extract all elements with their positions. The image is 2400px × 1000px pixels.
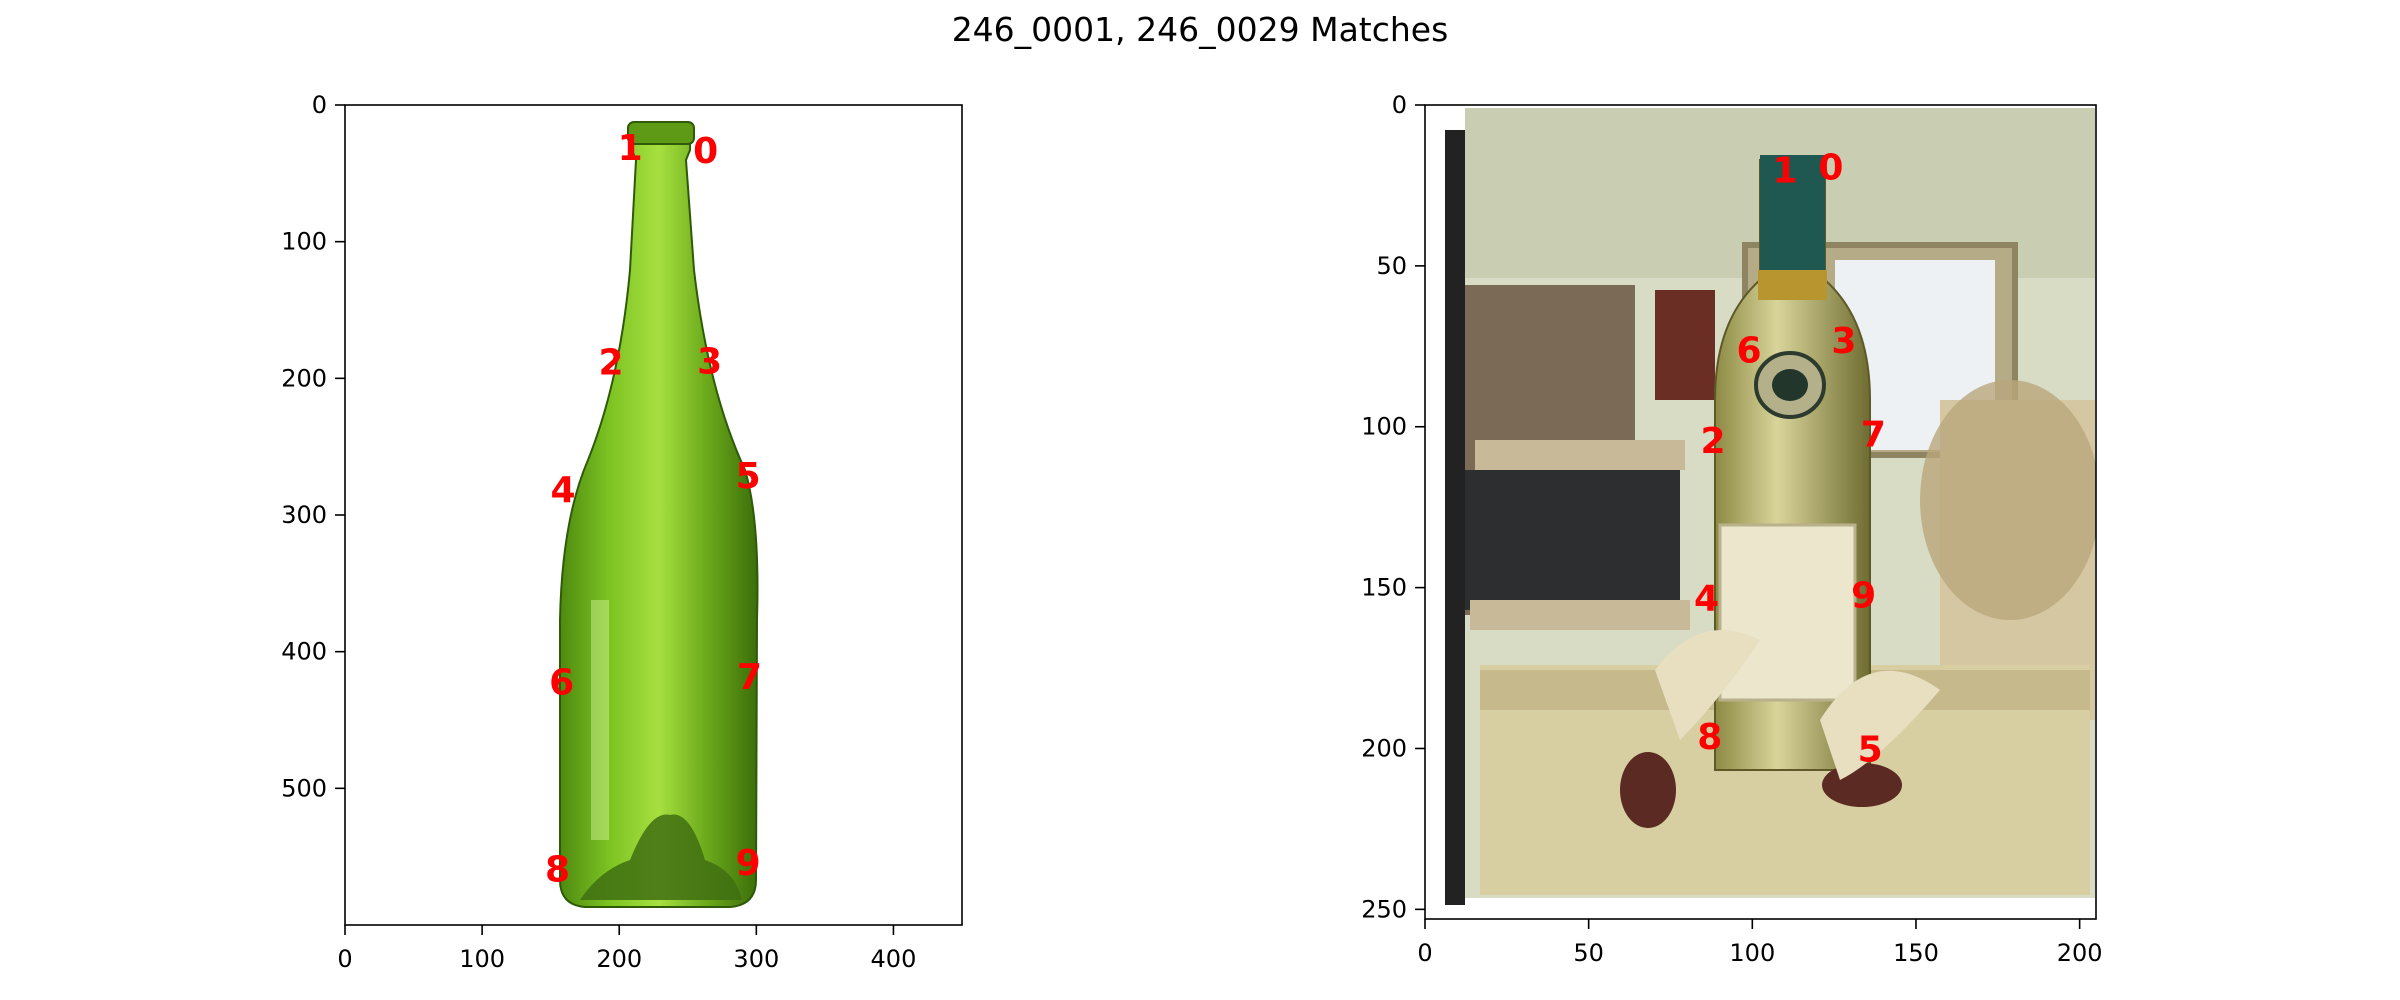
left-axes: 0 100 200 300 400 0 100 200 300 400 500 (281, 91, 916, 973)
right-y-tick-label: 100 (1361, 413, 1407, 441)
right-x-tick-label: 100 (1729, 939, 1775, 967)
right-match-point-2: 2 (1701, 421, 1726, 462)
right-match-point-5: 5 (1858, 730, 1883, 771)
left-x-tick-label: 400 (871, 945, 917, 973)
right-x-tick-label: 200 (2057, 939, 2103, 967)
shop-scene-image (1445, 108, 2096, 905)
right-y-tick-label: 150 (1361, 574, 1407, 602)
figure-title: 246_0001, 246_0029 Matches (951, 10, 1449, 49)
right-y-tick-label: 50 (1376, 252, 1407, 280)
right-match-point-7: 7 (1861, 414, 1886, 455)
left-match-point-2: 2 (598, 343, 623, 384)
left-x-tick-label: 200 (596, 945, 642, 973)
right-match-point-1: 1 (1773, 151, 1798, 192)
left-match-point-1: 1 (618, 128, 643, 169)
right-x-tick-label: 50 (1573, 939, 1604, 967)
right-y-tick-label: 0 (1392, 91, 1407, 119)
right-match-point-9: 9 (1851, 575, 1876, 616)
right-y-tick-label: 200 (1361, 734, 1407, 762)
right-match-points: 01 2 3 4 5 6 7 8 9 (1694, 147, 1886, 770)
left-match-point-0: 0 (693, 131, 718, 172)
left-image-panel (345, 105, 962, 925)
left-match-point-3: 3 (697, 341, 722, 382)
right-match-point-3: 3 (1831, 321, 1856, 362)
right-match-point-4: 4 (1694, 578, 1719, 619)
right-x-tick-label: 0 (1417, 939, 1432, 967)
green-bottle-image (559, 121, 759, 908)
right-x-tick-label: 150 (1893, 939, 1939, 967)
right-axes-frame (1424, 104, 2097, 920)
left-x-tick-label: 100 (459, 945, 505, 973)
right-match-point-6: 6 (1737, 331, 1762, 372)
left-x-tick-label: 0 (337, 945, 352, 973)
left-y-tick-label: 200 (281, 364, 327, 392)
left-match-point-5: 5 (736, 456, 761, 497)
left-y-tick-label: 100 (281, 228, 327, 256)
right-image-panel (1425, 105, 2096, 919)
left-match-point-6: 6 (549, 662, 574, 703)
left-y-tick-label: 500 (281, 774, 327, 802)
left-match-points: 0 1 2 3 4 5 6 7 8 9 (545, 128, 762, 891)
right-match-point-0: 0 (1818, 147, 1843, 188)
right-y-tick-label: 250 (1361, 895, 1407, 923)
left-match-point-4: 4 (550, 470, 575, 511)
left-x-tick-label: 300 (733, 945, 779, 973)
left-match-point-9: 9 (736, 843, 761, 884)
left-match-point-7: 7 (737, 657, 762, 698)
left-y-tick-label: 300 (281, 501, 327, 529)
right-match-point-8: 8 (1697, 717, 1722, 758)
left-y-tick-label: 400 (281, 638, 327, 666)
left-y-tick-label: 0 (312, 91, 327, 119)
left-match-point-8: 8 (545, 850, 570, 891)
